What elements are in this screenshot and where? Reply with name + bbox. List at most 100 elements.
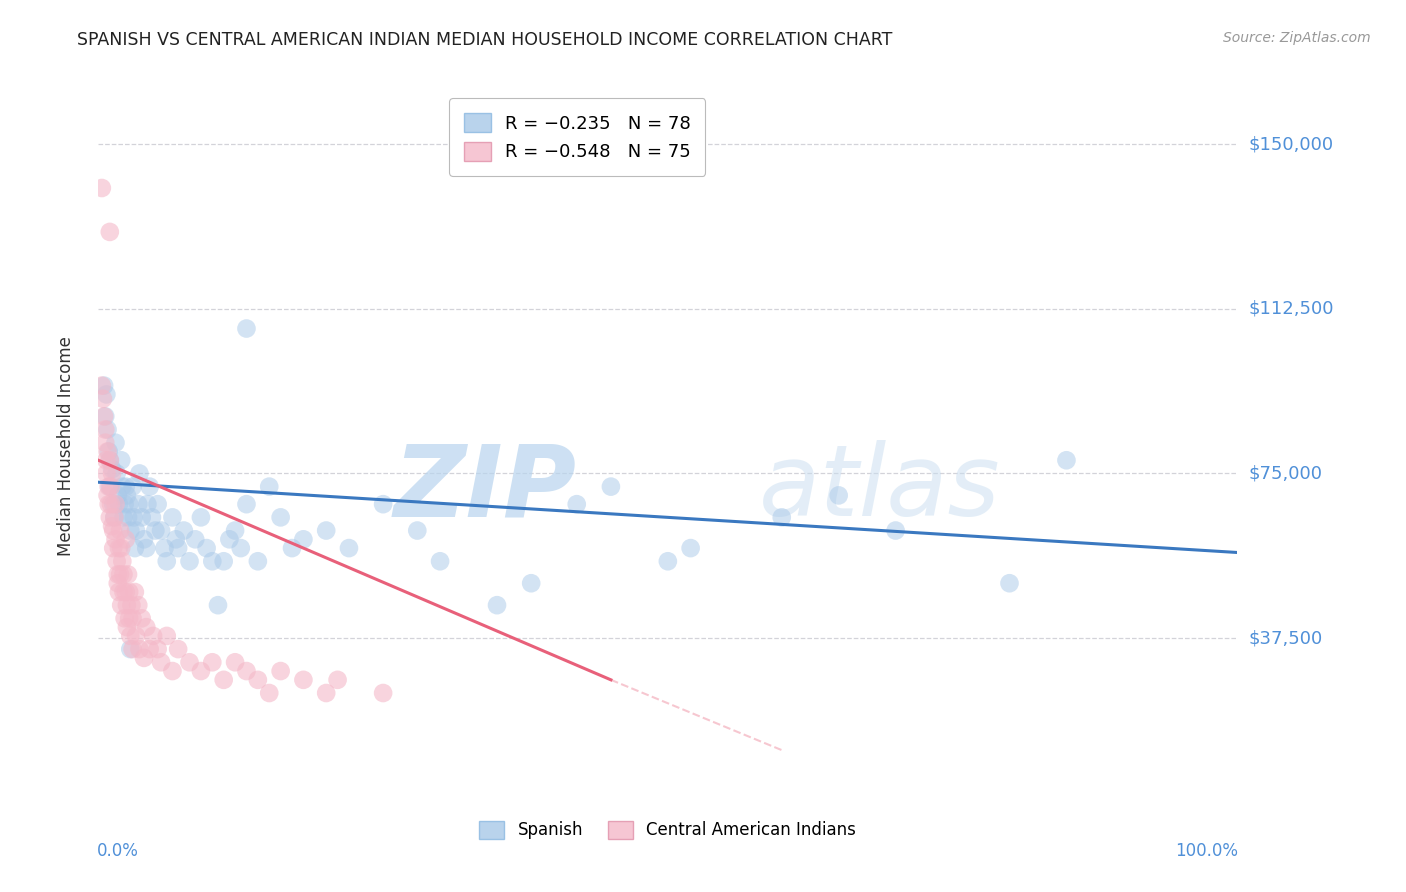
Point [90, 378, 112, 392]
Point [246, 673, 269, 687]
Point [125, 524, 148, 538]
Point [156, 554, 179, 568]
Point [124, 585, 146, 599]
Point [135, 620, 157, 634]
Point [96, 387, 118, 401]
Point [114, 497, 136, 511]
Text: $150,000: $150,000 [1249, 135, 1333, 153]
Point [97, 444, 120, 458]
Point [93, 378, 115, 392]
Point [96, 453, 118, 467]
Point [190, 664, 212, 678]
Point [104, 497, 127, 511]
Point [142, 629, 165, 643]
Point [828, 488, 851, 502]
Point [229, 541, 252, 555]
Point [96, 467, 118, 481]
Point [326, 673, 349, 687]
Point [127, 497, 149, 511]
Point [108, 567, 131, 582]
Point [115, 620, 138, 634]
Point [224, 524, 246, 538]
Point [98, 480, 121, 494]
Point [120, 629, 142, 643]
Point [96, 423, 118, 437]
Text: 100.0%: 100.0% [1175, 842, 1239, 860]
Point [104, 435, 127, 450]
Point [117, 510, 139, 524]
Point [108, 524, 131, 538]
Y-axis label: Median Household Income: Median Household Income [56, 336, 75, 556]
Point [118, 497, 141, 511]
Point [98, 453, 121, 467]
Text: ZIP: ZIP [394, 441, 576, 537]
Point [162, 510, 184, 524]
Point [112, 585, 135, 599]
Text: $75,000: $75,000 [1249, 465, 1323, 483]
Point [281, 541, 304, 555]
Point [132, 651, 155, 665]
Point [679, 541, 702, 555]
Point [114, 480, 136, 494]
Point [103, 510, 125, 524]
Point [114, 533, 136, 547]
Point [486, 598, 509, 612]
Point [103, 524, 125, 538]
Point [165, 533, 187, 547]
Point [101, 462, 124, 476]
Point [107, 488, 129, 502]
Point [190, 510, 212, 524]
Point [94, 409, 117, 424]
Point [100, 480, 122, 494]
Point [292, 673, 315, 687]
Point [138, 480, 160, 494]
Point [103, 541, 125, 555]
Point [120, 598, 142, 612]
Point [315, 686, 337, 700]
Point [135, 541, 157, 555]
Point [292, 533, 315, 547]
Point [235, 321, 257, 335]
Point [167, 642, 190, 657]
Point [98, 225, 121, 239]
Text: $37,500: $37,500 [1249, 629, 1323, 647]
Point [108, 541, 131, 555]
Point [108, 497, 131, 511]
Point [98, 510, 121, 524]
Point [122, 510, 145, 524]
Point [114, 611, 136, 625]
Point [97, 497, 120, 511]
Point [173, 524, 195, 538]
Point [153, 541, 176, 555]
Point [115, 598, 138, 612]
Point [1054, 453, 1078, 467]
Point [184, 533, 207, 547]
Point [520, 576, 543, 591]
Text: Source: ZipAtlas.com: Source: ZipAtlas.com [1223, 31, 1371, 45]
Point [115, 488, 138, 502]
Point [112, 510, 135, 524]
Point [125, 629, 148, 643]
Point [270, 664, 292, 678]
Point [96, 444, 118, 458]
Point [259, 480, 281, 494]
Point [105, 554, 128, 568]
Point [103, 510, 125, 524]
Point [270, 510, 292, 524]
Point [128, 642, 150, 657]
Point [128, 467, 150, 481]
Point [124, 541, 146, 555]
Point [111, 480, 134, 494]
Point [167, 541, 190, 555]
Point [118, 611, 141, 625]
Point [235, 664, 257, 678]
Point [107, 567, 129, 582]
Point [101, 519, 124, 533]
Point [110, 453, 132, 467]
Point [90, 181, 112, 195]
Text: SPANISH VS CENTRAL AMERICAN INDIAN MEDIAN HOUSEHOLD INCOME CORRELATION CHART: SPANISH VS CENTRAL AMERICAN INDIAN MEDIA… [77, 31, 893, 49]
Point [156, 629, 179, 643]
Point [136, 497, 159, 511]
Point [218, 533, 240, 547]
Point [94, 423, 117, 437]
